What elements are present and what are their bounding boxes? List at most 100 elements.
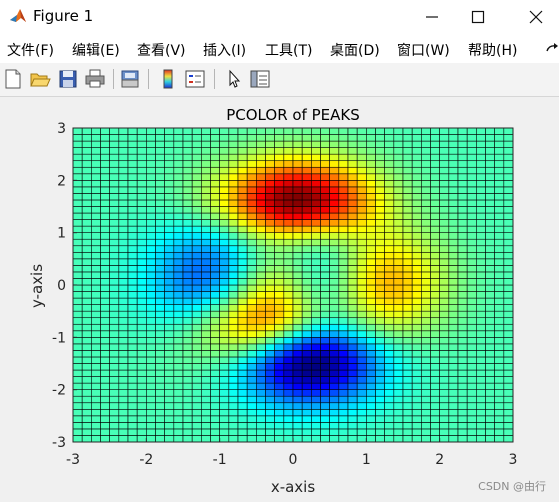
close-button[interactable]	[513, 0, 559, 34]
heatmap-cell	[72, 323, 83, 332]
heatmap-cell	[265, 232, 275, 240]
heatmap-cell	[320, 219, 330, 227]
insert-legend-button[interactable]	[184, 68, 206, 90]
heatmap-cell	[466, 376, 477, 384]
heatmap-cell	[228, 350, 239, 358]
heatmap-cell	[182, 134, 193, 142]
heatmap-cell	[320, 395, 330, 404]
heatmap-cell	[136, 291, 147, 299]
dock-arrow-icon[interactable]	[546, 43, 558, 53]
heatmap-cell	[503, 245, 514, 253]
heatmap-cell	[393, 166, 404, 175]
heatmap-cell	[246, 356, 257, 364]
heatmap-cell	[356, 147, 367, 155]
heatmap-cell	[265, 193, 275, 201]
heatmap-cell	[201, 297, 211, 305]
heatmap-cell	[356, 271, 367, 279]
heatmap-cell	[72, 389, 83, 397]
heatmap-cell	[210, 428, 220, 436]
heatmap-cell	[347, 127, 358, 135]
heatmap-cell	[228, 238, 239, 247]
heatmap-cell	[411, 271, 422, 279]
heatmap-cell	[201, 337, 211, 345]
heatmap-cell	[237, 291, 248, 299]
menu-tools[interactable]: 工具(T)	[265, 43, 313, 59]
heatmap-cell	[219, 212, 230, 220]
heatmap-cell	[311, 310, 321, 319]
heatmap-cell	[173, 206, 184, 214]
heatmap-cell	[72, 160, 83, 168]
maximize-button[interactable]	[455, 0, 501, 34]
heatmap-cell	[366, 435, 376, 443]
menu-edit[interactable]: 编辑(E)	[72, 43, 120, 59]
toolbar-separator	[148, 69, 149, 89]
heatmap-cell	[201, 245, 211, 253]
new-figure-button[interactable]	[2, 68, 24, 90]
property-inspector-button[interactable]	[249, 68, 271, 90]
heatmap-cell	[182, 199, 193, 207]
print-button[interactable]	[84, 68, 106, 90]
save-button[interactable]	[57, 68, 79, 90]
heatmap-cell	[127, 258, 138, 266]
heatmap-cell	[173, 186, 184, 194]
edit-plot-button[interactable]	[223, 68, 245, 90]
heatmap-cell	[448, 166, 459, 175]
heatmap-cell	[402, 415, 413, 423]
heatmap-cell	[118, 395, 129, 404]
print-preview-button[interactable]	[119, 68, 141, 90]
heatmap-cell	[448, 323, 459, 332]
heatmap-cell	[301, 350, 312, 358]
menu-file[interactable]: 文件(F)	[7, 43, 54, 59]
heatmap-cell	[182, 212, 193, 220]
heatmap-cell	[356, 330, 367, 338]
heatmap-cell	[72, 251, 83, 260]
heatmap-cell	[173, 363, 184, 371]
heatmap-cell	[237, 337, 248, 345]
menu-help[interactable]: 帮助(H)	[468, 43, 518, 59]
heatmap-cell	[146, 212, 156, 220]
heatmap-cell	[292, 395, 303, 404]
y-tick-label: 0	[57, 278, 66, 294]
heatmap-cell	[256, 369, 266, 377]
heatmap-cell	[246, 258, 257, 266]
open-file-button[interactable]	[29, 68, 51, 90]
insert-colorbar-button[interactable]	[157, 68, 179, 90]
heatmap-cell	[155, 304, 165, 312]
heatmap-cell	[91, 369, 101, 377]
heatmap-cell	[476, 173, 486, 181]
heatmap-cell	[347, 199, 358, 207]
heatmap-cell	[274, 323, 285, 332]
heatmap-cell	[384, 395, 395, 404]
heatmap-cell	[100, 225, 110, 233]
heatmap-cell	[439, 435, 450, 443]
heatmap-cell	[375, 199, 385, 207]
heatmap-cell	[182, 160, 193, 168]
heatmap-cell	[494, 356, 505, 364]
heatmap-cell	[466, 219, 477, 227]
heatmap-cell	[155, 323, 165, 332]
heatmap-cell	[411, 330, 422, 338]
heatmap-cell	[292, 435, 303, 443]
heatmap-cell	[274, 356, 285, 364]
heatmap-cell	[246, 199, 257, 207]
heatmap-cell	[430, 323, 440, 332]
heatmap-cell	[301, 317, 312, 325]
heatmap-cell	[439, 160, 450, 168]
menu-view[interactable]: 查看(V)	[137, 43, 186, 59]
minimize-button[interactable]	[409, 0, 455, 34]
heatmap-cell	[338, 245, 349, 253]
heatmap-cell	[237, 323, 248, 332]
heatmap-cell	[384, 193, 395, 201]
heatmap-cell	[118, 199, 129, 207]
heatmap-cell	[375, 363, 385, 371]
heatmap-cell	[393, 389, 404, 397]
menu-window[interactable]: 窗口(W)	[397, 43, 450, 59]
menu-desktop[interactable]: 桌面(D)	[330, 43, 380, 59]
menu-insert[interactable]: 插入(I)	[203, 43, 247, 59]
heatmap-cell	[191, 232, 202, 240]
heatmap-cell	[127, 206, 138, 214]
heatmap-cell	[201, 402, 211, 410]
heatmap-cell	[127, 265, 138, 273]
heatmap-cell	[283, 160, 294, 168]
